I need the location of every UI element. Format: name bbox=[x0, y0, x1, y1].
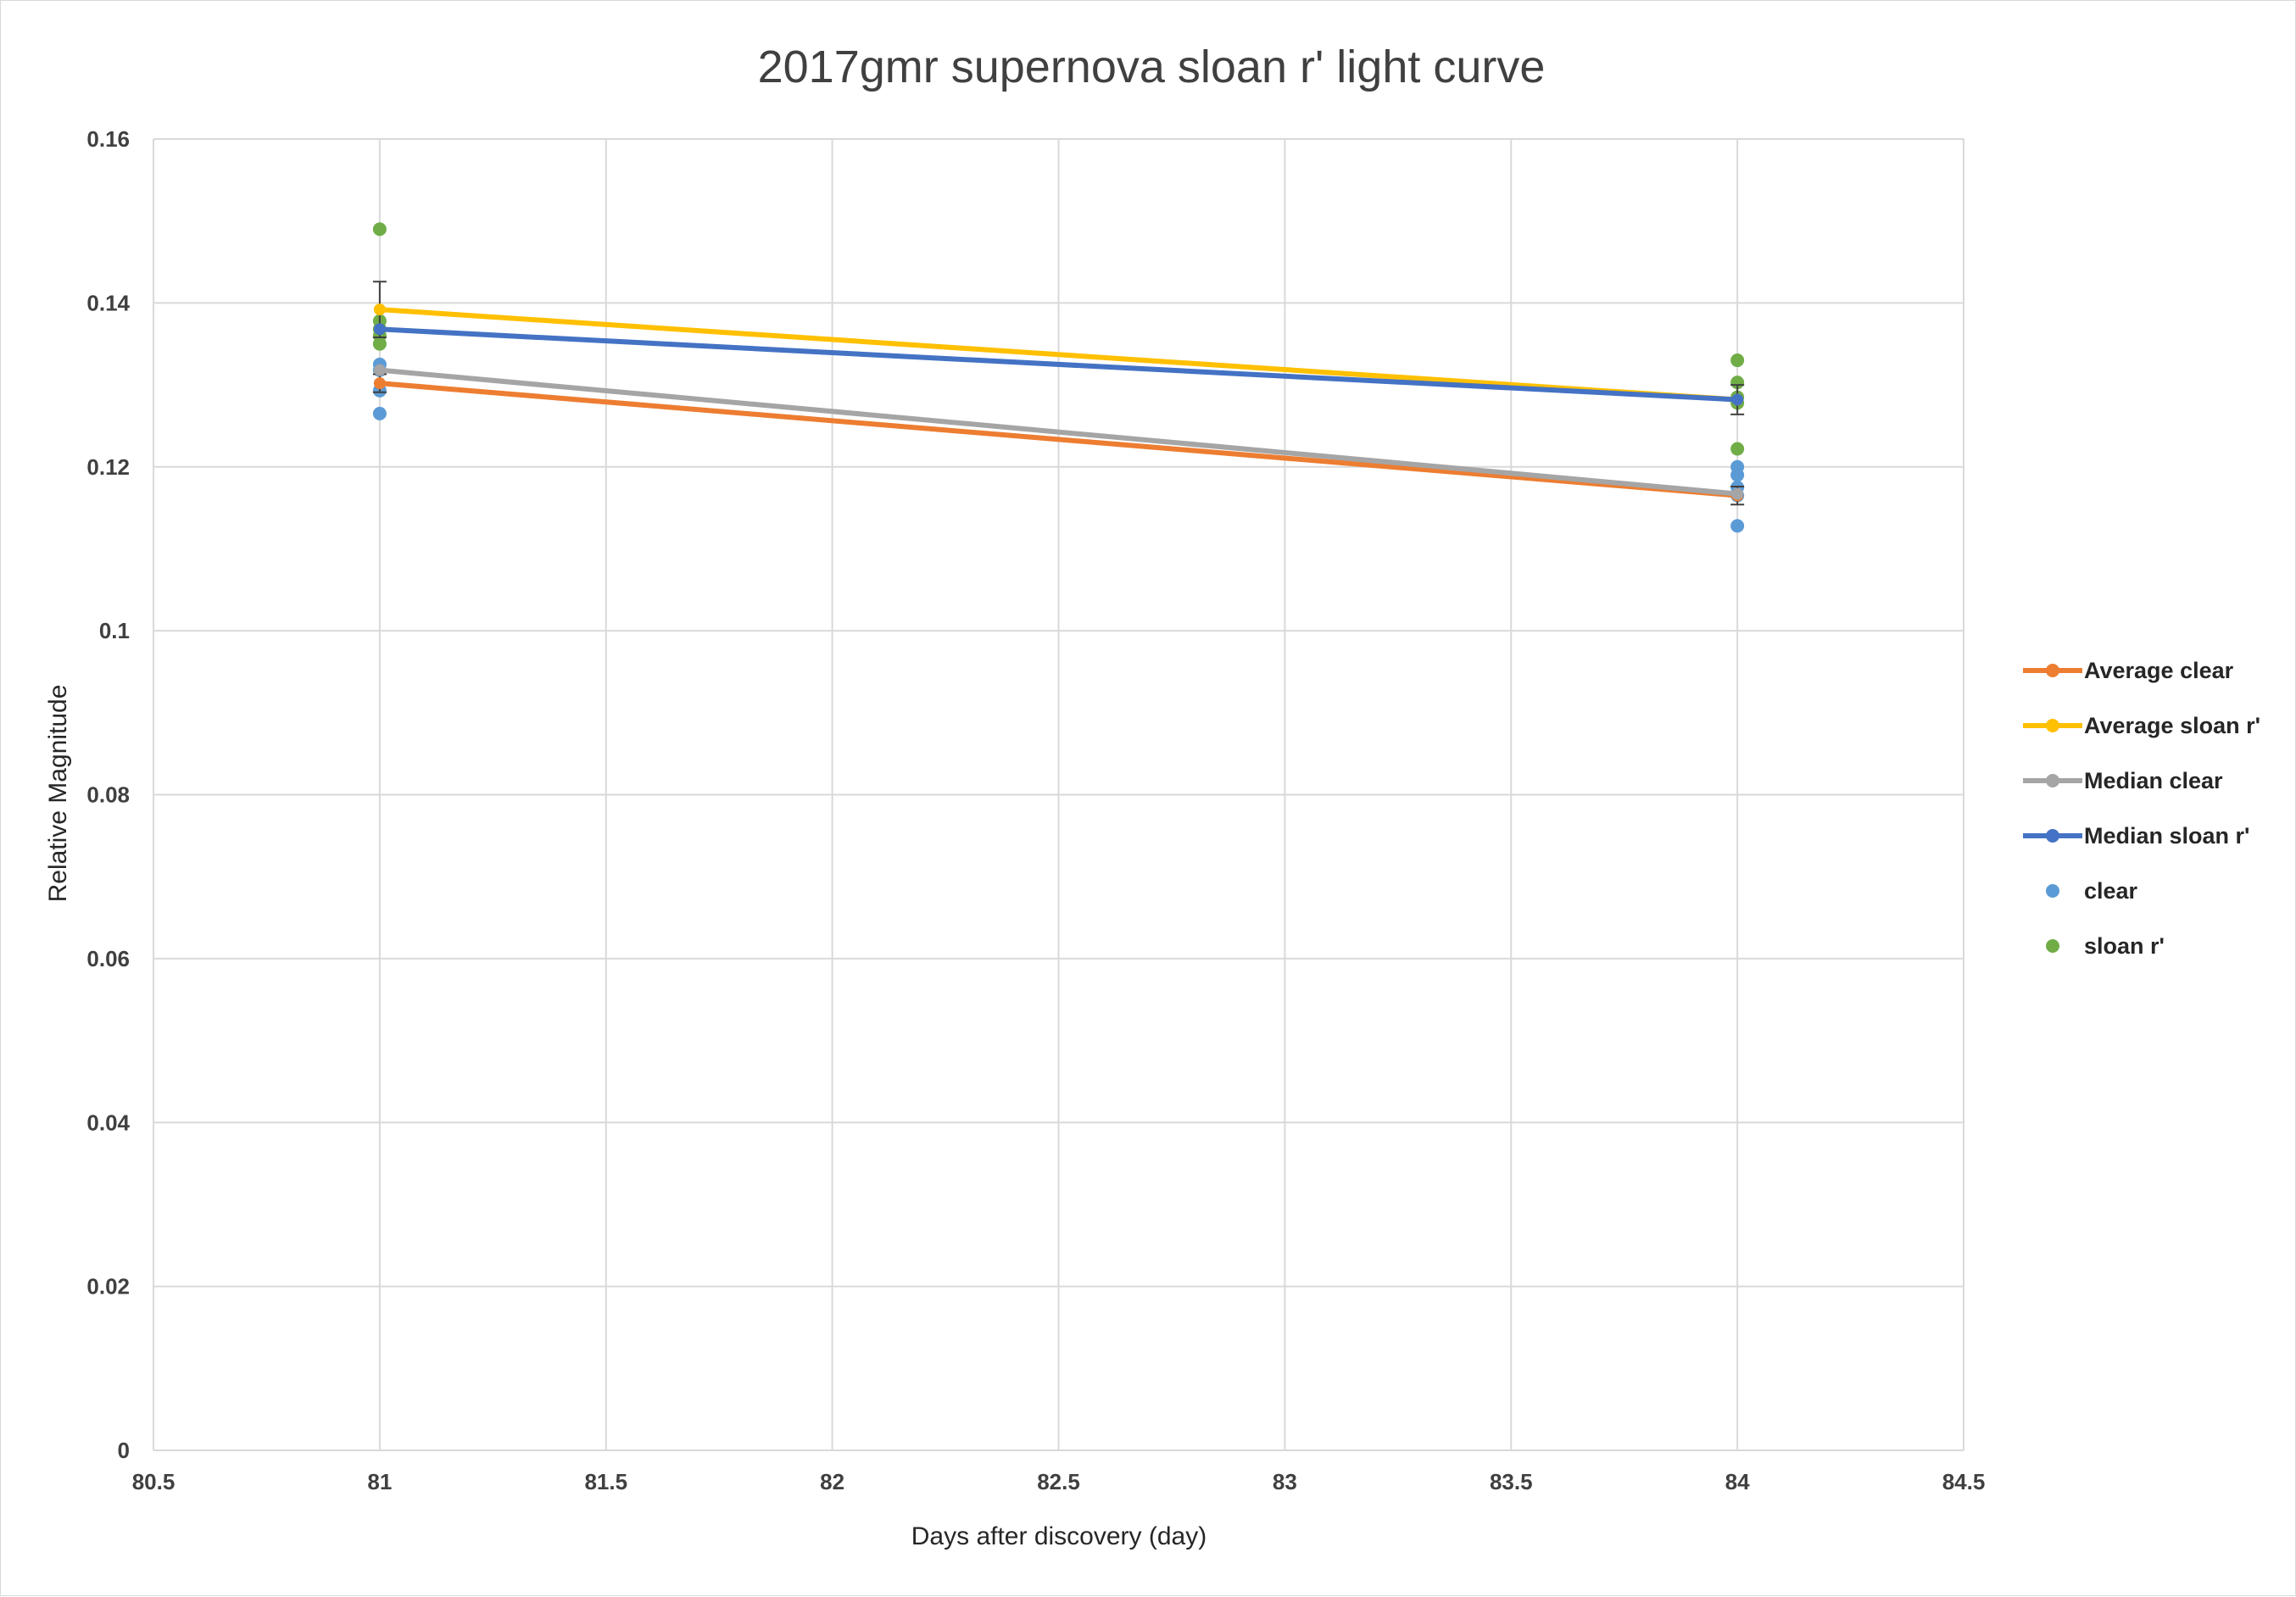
average-sloan-r-marker bbox=[373, 303, 386, 316]
legend-label: clear bbox=[2084, 878, 2138, 904]
y-axis-ticks: 0 0.02 0.04 0.06 0.08 0.1 0.12 0.14 0.16 bbox=[86, 126, 130, 1463]
chart-title: 2017gmr supernova sloan r' light curve bbox=[758, 42, 1546, 92]
y-tick-label: 0.04 bbox=[86, 1110, 130, 1135]
y-tick-label: 0.1 bbox=[99, 618, 130, 643]
legend-item-median-clear: Median clear bbox=[2023, 768, 2223, 793]
sloan-r-point bbox=[1730, 442, 1745, 456]
average-sloan-r-line bbox=[376, 307, 1741, 403]
x-tick-label: 83 bbox=[1273, 1469, 1297, 1494]
legend-label: Average clear bbox=[2084, 658, 2234, 683]
y-tick-label: 0 bbox=[118, 1438, 130, 1463]
legend-marker bbox=[2046, 829, 2059, 843]
y-tick-label: 0.16 bbox=[86, 126, 130, 152]
clear-point bbox=[1730, 468, 1745, 482]
legend-item-median-sloan-r: Median sloan r' bbox=[2023, 823, 2249, 849]
legend-item-average-sloan-r: Average sloan r' bbox=[2023, 713, 2260, 738]
average-clear-line bbox=[376, 381, 1741, 498]
x-tick-label: 83.5 bbox=[1490, 1469, 1533, 1494]
x-tick-label: 80.5 bbox=[132, 1469, 176, 1494]
sloan-r-point bbox=[1730, 353, 1745, 368]
legend-label: Average sloan r' bbox=[2084, 713, 2260, 738]
legend-marker bbox=[2046, 774, 2059, 787]
median-clear-marker bbox=[1731, 487, 1744, 500]
x-tick-label: 81.5 bbox=[584, 1469, 627, 1494]
y-axis-title: Relative Magnitude bbox=[44, 685, 72, 903]
x-axis-ticks: 80.5 81 81.5 82 82.5 83 83.5 84 84.5 bbox=[132, 1469, 1986, 1494]
sloan-r-point bbox=[1730, 376, 1745, 390]
y-tick-label: 0.06 bbox=[86, 946, 130, 971]
plot-series bbox=[372, 222, 1745, 533]
y-tick-label: 0.02 bbox=[86, 1274, 130, 1299]
legend: Average clear Average sloan r' Median clea… bbox=[2023, 658, 2260, 959]
x-tick-label: 82.5 bbox=[1037, 1469, 1080, 1494]
legend-label: Median sloan r' bbox=[2084, 823, 2249, 849]
x-axis-title: Days after discovery (day) bbox=[911, 1522, 1207, 1550]
clear-point bbox=[1730, 519, 1745, 533]
median-sloan-r-line bbox=[376, 326, 1741, 403]
y-tick-label: 0.14 bbox=[86, 290, 130, 315]
legend-marker bbox=[2046, 719, 2059, 732]
legend-label: Median clear bbox=[2084, 768, 2223, 793]
legend-item-average-clear: Average clear bbox=[2023, 658, 2234, 683]
y-tick-label: 0.12 bbox=[86, 454, 130, 480]
x-tick-label: 82 bbox=[820, 1469, 844, 1494]
legend-marker bbox=[2046, 939, 2059, 953]
legend-item-clear: clear bbox=[2046, 878, 2138, 904]
x-tick-label: 84 bbox=[1725, 1469, 1750, 1494]
clear-point bbox=[372, 406, 387, 420]
legend-item-sloan-r: sloan r' bbox=[2046, 933, 2165, 959]
x-tick-label: 84.5 bbox=[1942, 1469, 1986, 1494]
average-clear-marker bbox=[373, 377, 386, 390]
median-sloan-r-marker bbox=[1731, 393, 1744, 406]
gridlines bbox=[153, 138, 1964, 1451]
median-clear-line bbox=[376, 367, 1741, 497]
x-tick-label: 81 bbox=[367, 1469, 392, 1494]
legend-marker bbox=[2046, 664, 2059, 677]
legend-label: sloan r' bbox=[2084, 933, 2165, 959]
median-sloan-r-marker bbox=[373, 323, 386, 336]
sloan-r-point bbox=[372, 222, 387, 236]
median-clear-marker bbox=[373, 364, 386, 376]
sloan-r-point bbox=[372, 337, 387, 351]
y-tick-label: 0.08 bbox=[86, 782, 130, 808]
legend-marker bbox=[2046, 884, 2059, 898]
